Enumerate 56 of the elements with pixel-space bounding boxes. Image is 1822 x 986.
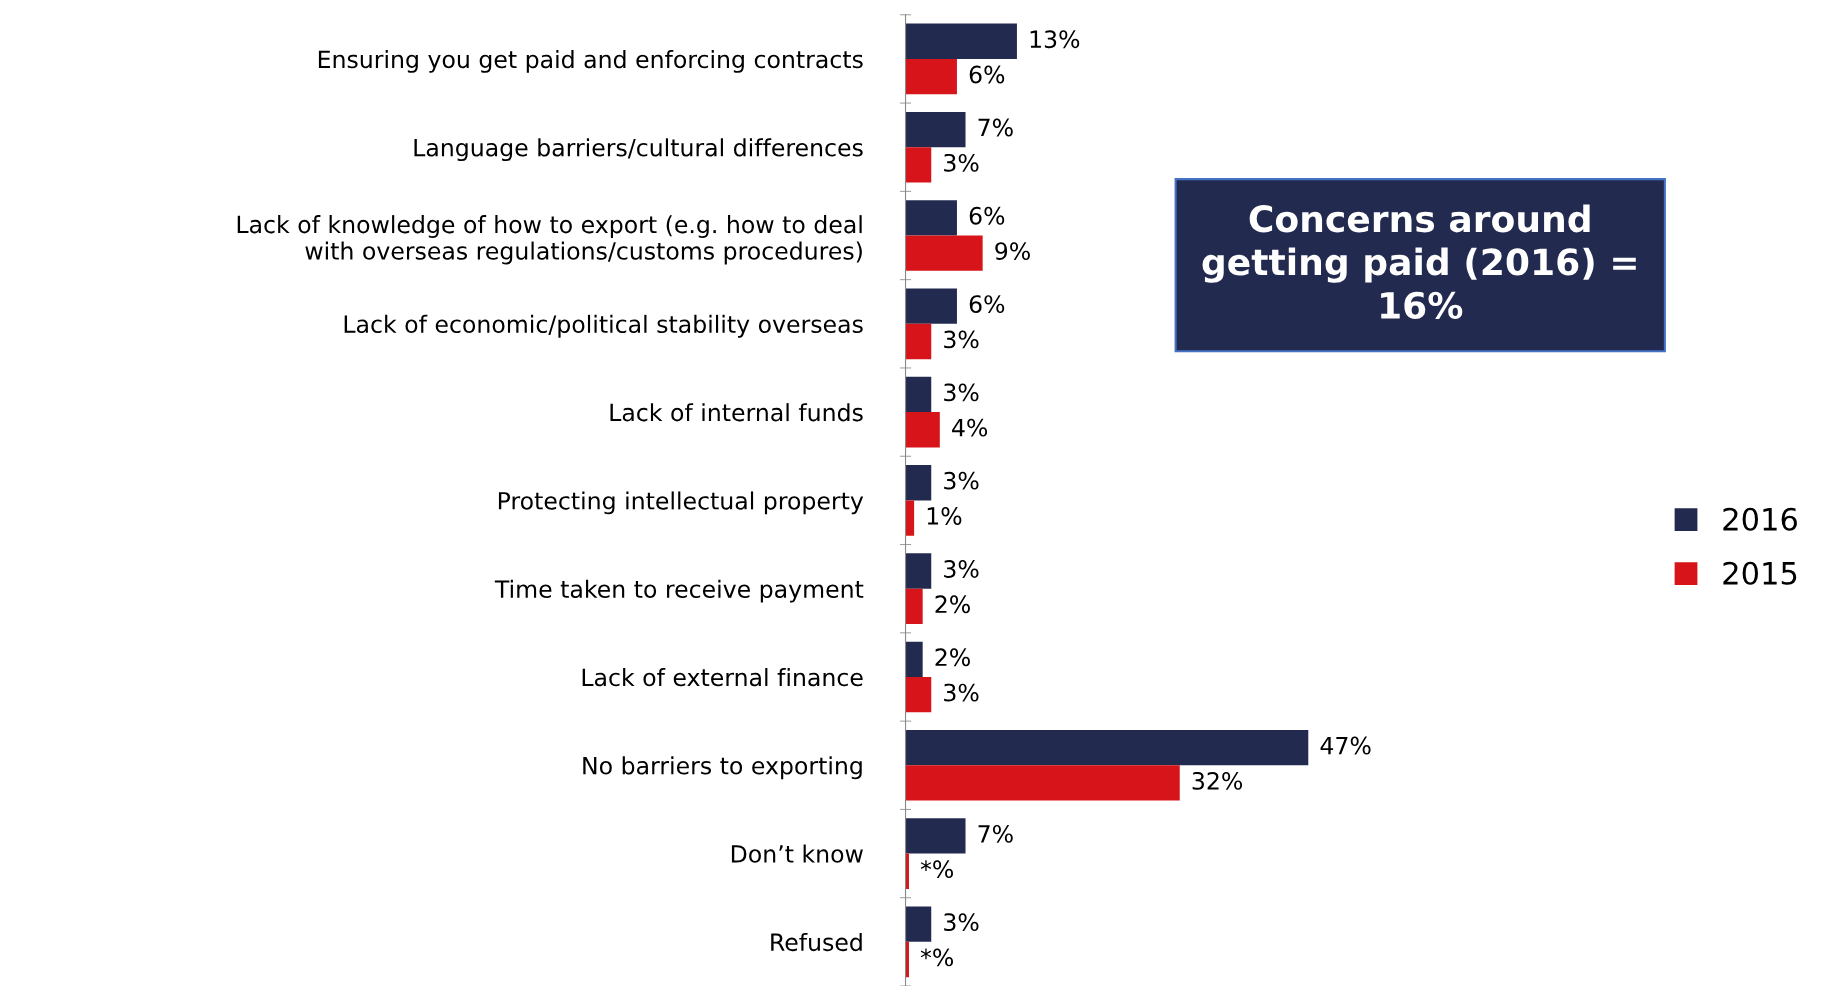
data-label: 2% <box>935 595 970 614</box>
data-label: 3% <box>944 683 979 702</box>
bar <box>905 111 966 148</box>
bar <box>905 588 923 624</box>
y-tick-label: Lack of economic/political stability overseas <box>344 314 863 338</box>
data-label: 13% <box>1030 30 1080 49</box>
data-label: 2% <box>935 648 970 667</box>
y-tick-label: Ensuring you get paid and enforcing contracts <box>318 49 863 73</box>
bar <box>905 288 957 324</box>
bar <box>905 641 923 677</box>
data-label: 3% <box>944 560 979 578</box>
bar <box>905 23 1017 59</box>
bar <box>905 818 966 854</box>
data-label: 3% <box>944 913 979 932</box>
data-label: 6% <box>969 206 1005 225</box>
bar <box>905 200 957 236</box>
bar <box>905 147 932 183</box>
bar <box>905 323 932 360</box>
data-label: *% <box>920 860 954 879</box>
y-tick-label: Refused <box>771 932 862 952</box>
data-label: 32% <box>1192 771 1243 790</box>
data-label: 3% <box>944 471 979 490</box>
data-label: 9% <box>995 242 1030 261</box>
data-label: 6% <box>969 65 1005 84</box>
data-label: 6% <box>969 295 1005 313</box>
data-label: 4% <box>952 418 988 437</box>
annotation: Concerns around getting paid (2016) = 16% <box>1202 204 1636 320</box>
bar <box>905 376 932 413</box>
data-label: 47% <box>1320 736 1371 755</box>
y-tick-label: Don’t know <box>731 844 863 863</box>
bar <box>905 465 932 501</box>
bar <box>905 58 957 95</box>
data-label: 3% <box>944 153 979 172</box>
bar <box>905 676 932 713</box>
bar <box>905 765 1180 801</box>
bar <box>905 553 932 589</box>
y-tick-label: Language barriers/cultural differences <box>414 138 863 162</box>
legend-label: 2015 <box>1723 561 1797 585</box>
y-tick-label: Protecting intellectual property <box>498 491 864 515</box>
data-label: 1% <box>927 507 962 525</box>
data-label: *% <box>920 948 954 967</box>
y-tick-label: Lack of external finance <box>582 668 863 687</box>
y-tick-label: No barriers to exporting <box>583 756 862 780</box>
bar <box>905 500 915 536</box>
bar <box>905 412 940 448</box>
data-label: 7% <box>978 118 1013 137</box>
bar <box>905 235 983 271</box>
data-label: 7% <box>978 824 1013 843</box>
legend-label: 2016 <box>1723 507 1797 531</box>
y-tick-label: Lack of knowledge of how to export (e.g. how to deal with overseas regulations/customs procedures) <box>237 215 862 265</box>
y-tick-label: Time taken to receive payment <box>494 579 864 603</box>
data-label: 3% <box>944 330 979 349</box>
data-label: 3% <box>944 383 979 402</box>
bar <box>905 729 1309 766</box>
y-tick-label: Lack of internal funds <box>610 403 863 422</box>
bar <box>905 906 932 942</box>
